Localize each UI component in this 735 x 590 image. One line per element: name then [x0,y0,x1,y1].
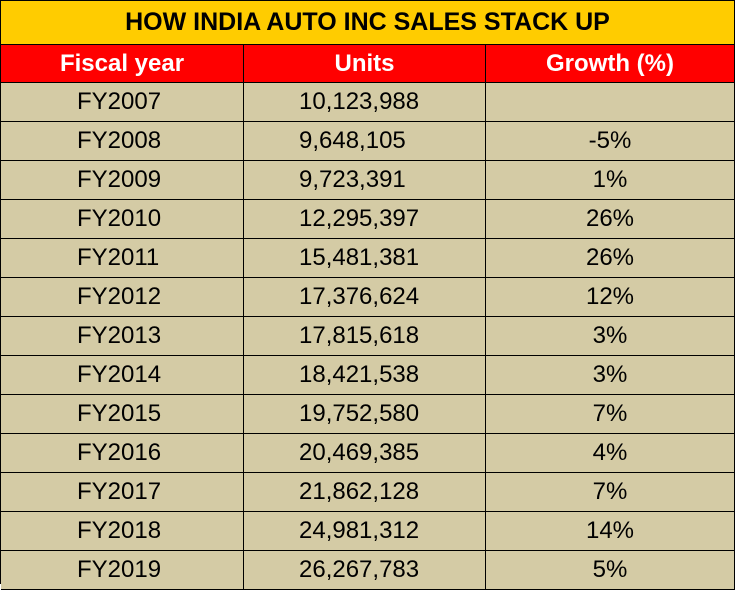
table-row: FY2007 10,123,988 [1,83,735,122]
table-row: FY2014 18,421,538 3% [1,356,735,395]
units-cell: 10,123,988 [244,83,486,122]
growth-cell: 3% [486,356,735,395]
table-row: FY2016 20,469,385 4% [1,434,735,473]
growth-cell: 26% [486,239,735,278]
units-cell: 17,815,618 [244,317,486,356]
table-row: FY2012 17,376,624 12% [1,278,735,317]
table-header-row: Fiscal year Units Growth (%) [1,45,735,83]
table-body: FY2007 10,123,988 FY2008 9,648,105 -5% FY2009… [1,83,735,590]
units-cell: 17,376,624 [244,278,486,317]
growth-cell [486,83,735,122]
table-row: FY2009 9,723,391 1% [1,161,735,200]
fiscal-year-cell: FY2009 [1,161,244,200]
growth-cell: 1% [486,161,735,200]
fiscal-year-cell: FY2010 [1,200,244,239]
fiscal-year-cell: FY2015 [1,395,244,434]
units-cell: 15,481,381 [244,239,486,278]
growth-cell: -5% [486,122,735,161]
units-cell: 21,862,128 [244,473,486,512]
growth-cell: 3% [486,317,735,356]
fiscal-year-cell: FY2008 [1,122,244,161]
growth-cell: 12% [486,278,735,317]
fiscal-year-cell: FY2013 [1,317,244,356]
fiscal-year-cell: FY2017 [1,473,244,512]
fiscal-year-cell: FY2011 [1,239,244,278]
table-row: FY2017 21,862,128 7% [1,473,735,512]
fiscal-year-cell: FY2012 [1,278,244,317]
table-row: FY2008 9,648,105 -5% [1,122,735,161]
table-row: FY2018 24,981,312 14% [1,512,735,551]
fiscal-year-cell: FY2016 [1,434,244,473]
table-row: FY2010 12,295,397 26% [1,200,735,239]
units-cell: 26,267,783 [244,551,486,590]
table-row: FY2011 15,481,381 26% [1,239,735,278]
fiscal-year-cell: FY2019 [1,551,244,590]
growth-cell: 4% [486,434,735,473]
fiscal-year-cell: FY2007 [1,83,244,122]
growth-cell: 14% [486,512,735,551]
table-row: FY2015 19,752,580 7% [1,395,735,434]
units-cell: 19,752,580 [244,395,486,434]
fiscal-year-cell: FY2018 [1,512,244,551]
table-title: HOW INDIA AUTO INC SALES STACK UP [1,1,735,45]
table-row: FY2019 26,267,783 5% [1,551,735,590]
units-cell: 18,421,538 [244,356,486,395]
column-header-growth: Growth (%) [486,45,735,83]
growth-cell: 26% [486,200,735,239]
units-cell: 20,469,385 [244,434,486,473]
growth-cell: 7% [486,473,735,512]
units-cell: 9,723,391 [244,161,486,200]
table-row: FY2013 17,815,618 3% [1,317,735,356]
column-header-units: Units [244,45,486,83]
growth-cell: 5% [486,551,735,590]
growth-cell: 7% [486,395,735,434]
fiscal-year-cell: FY2014 [1,356,244,395]
units-cell: 24,981,312 [244,512,486,551]
units-cell: 12,295,397 [244,200,486,239]
units-cell: 9,648,105 [244,122,486,161]
column-header-fiscal-year: Fiscal year [1,45,244,83]
